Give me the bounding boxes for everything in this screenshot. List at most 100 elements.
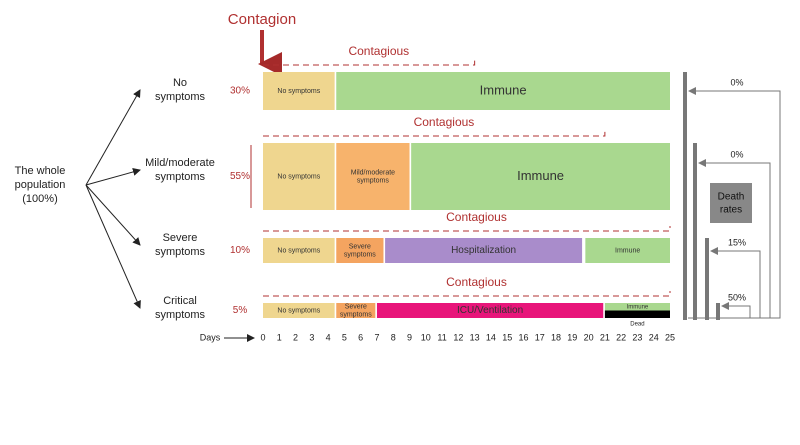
branch-arrow	[85, 184, 141, 246]
branch-arrow	[85, 184, 141, 309]
segment-label: No symptoms	[277, 307, 320, 314]
contagious-line	[263, 131, 606, 137]
contagious-label: Contagious	[348, 44, 409, 58]
segment	[336, 72, 670, 110]
segment	[263, 303, 335, 318]
day-tick: 24	[649, 332, 659, 342]
row-label-line: symptoms	[155, 171, 206, 183]
row-label: Critical symptoms	[155, 295, 206, 321]
population-label-line: population	[15, 179, 66, 191]
death-label-line: Death	[718, 191, 745, 202]
segment-label: Immune	[627, 304, 649, 310]
death-bar	[716, 303, 720, 320]
day-tick: 11	[437, 332, 446, 342]
day-tick: 0	[260, 332, 265, 342]
contagious-line	[263, 60, 476, 66]
day-tick: 17	[535, 332, 545, 342]
row-percent: 5%	[233, 305, 248, 316]
row-label: Mild/moderate symptoms	[145, 157, 215, 183]
death-route	[721, 302, 751, 319]
day-tick: 23	[632, 332, 642, 342]
segment-label-line: symptoms	[344, 251, 376, 258]
branch-arrow	[85, 89, 141, 186]
death-rate: 50%	[728, 292, 746, 302]
segment-label-line: Mild/moderate	[351, 169, 395, 176]
row-label-line: symptoms	[155, 246, 206, 258]
segment-label-line: Severe	[345, 303, 367, 310]
death-rate: 15%	[728, 237, 746, 247]
day-tick: 14	[486, 332, 496, 342]
row-label-line: Mild/moderate	[145, 157, 215, 169]
segment	[263, 238, 335, 263]
segment-label: Immune	[480, 82, 527, 97]
segment-label: Dead	[630, 322, 644, 328]
contagious-label: Contagious	[446, 210, 507, 224]
row-label-line: symptoms	[155, 91, 206, 103]
days-label: Days	[200, 332, 221, 342]
day-tick: 2	[293, 332, 298, 342]
day-tick: 12	[453, 332, 463, 342]
day-tick: 21	[600, 332, 610, 342]
row-label-line: Severe	[163, 232, 198, 244]
day-tick: 5	[342, 332, 347, 342]
segment	[376, 303, 604, 318]
day-tick: 13	[470, 332, 480, 342]
day-tick: 6	[358, 332, 363, 342]
contagious-label: Contagious	[414, 115, 475, 129]
segment-label: Severe symptoms	[340, 303, 372, 318]
row-percent: 30%	[230, 86, 250, 97]
row-label: Severe symptoms	[155, 232, 206, 258]
contagious-label: Contagious	[446, 275, 507, 289]
row-label-line: symptoms	[155, 309, 206, 321]
death-bar	[705, 238, 709, 320]
row-percent: 55%	[230, 171, 250, 182]
day-tick: 16	[518, 332, 528, 342]
contagion-label: Contagion	[228, 11, 296, 28]
day-tick: 15	[502, 332, 512, 342]
segment	[604, 303, 670, 311]
segment-label: Hospitalization	[451, 245, 516, 256]
population-label-line: (100%)	[22, 193, 57, 205]
day-tick: 10	[421, 332, 431, 342]
death-label: Death rates	[718, 191, 745, 215]
day-tick: 7	[374, 332, 379, 342]
row-label-line: Critical	[163, 295, 197, 307]
death-bar	[683, 72, 687, 320]
segment	[411, 143, 670, 210]
death-label-line: rates	[720, 204, 742, 215]
day-tick: 25	[665, 332, 675, 342]
contagious-line	[263, 226, 671, 232]
segment-label: ICU/Ventilation	[457, 305, 523, 316]
day-tick: 1	[277, 332, 282, 342]
row-label: No symptoms	[155, 77, 206, 103]
death-bar	[693, 143, 697, 320]
segment-label: Mild/moderate symptoms	[351, 169, 395, 184]
segment	[336, 303, 376, 318]
row-percent: 10%	[230, 245, 250, 256]
day-tick: 3	[309, 332, 314, 342]
death-box	[710, 183, 752, 223]
death-rate: 0%	[730, 77, 743, 87]
population-label: The whole population (100%)	[15, 165, 66, 205]
segment-label-line: symptoms	[357, 177, 389, 184]
contagious-line	[263, 291, 671, 297]
day-tick: 18	[551, 332, 561, 342]
segment-label: No symptoms	[277, 173, 320, 180]
segment	[336, 238, 384, 263]
segment	[263, 143, 335, 210]
day-tick: 22	[616, 332, 626, 342]
segment	[263, 72, 335, 110]
day-tick: 20	[584, 332, 594, 342]
segment	[604, 310, 670, 318]
row-label-line: No	[173, 77, 187, 89]
segment	[385, 238, 583, 263]
population-label-line: The whole	[15, 165, 66, 177]
segment-label: No symptoms	[277, 247, 320, 254]
segment-label-line: symptoms	[340, 311, 372, 318]
day-tick: 4	[326, 332, 331, 342]
segment	[336, 143, 410, 210]
segment	[585, 238, 670, 263]
segment-label: Severe symptoms	[344, 243, 376, 258]
day-tick: 9	[407, 332, 412, 342]
